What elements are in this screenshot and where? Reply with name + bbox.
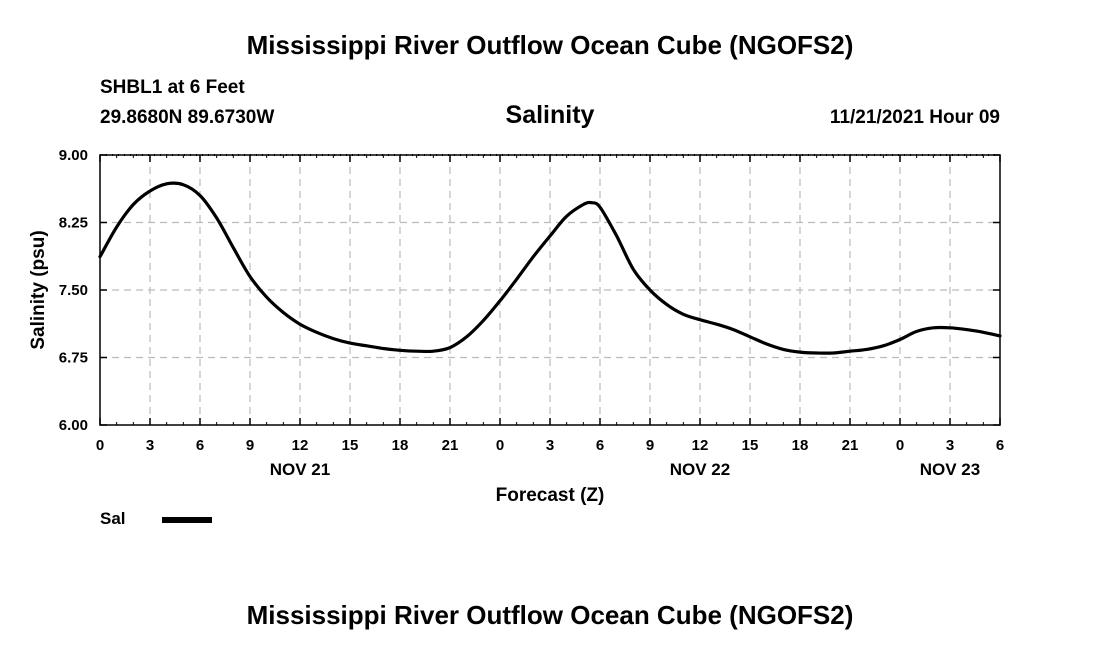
station-coordinates: 29.8680N 89.6730W — [100, 107, 275, 128]
x-tick-label: 15 — [342, 437, 359, 454]
salinity-series-line — [98, 181, 1002, 355]
y-tick-label: 8.25 — [59, 215, 88, 232]
y-axis-label: Salinity (psu) — [28, 230, 49, 349]
forecast-datetime: 11/21/2021 Hour 09 — [829, 107, 1000, 128]
x-tick-label: 12 — [292, 437, 309, 454]
x-tick-label: 21 — [842, 437, 859, 454]
x-tick-label: 18 — [392, 437, 409, 454]
x-tick-label: 0 — [896, 437, 904, 454]
x-tick-label: 3 — [146, 437, 154, 454]
footer-title: Mississippi River Outflow Ocean Cube (NG… — [246, 600, 854, 630]
y-tick-label: 6.00 — [59, 417, 88, 434]
x-tick-label: 0 — [96, 437, 104, 454]
x-tick-label: 9 — [246, 437, 254, 454]
y-tick-label: 9.00 — [59, 147, 88, 164]
x-axis-label: Forecast (Z) — [496, 485, 605, 506]
x-tick-label: 3 — [946, 437, 954, 454]
date-label: NOV 22 — [670, 460, 730, 479]
station-name: SHBL1 at 6 Feet — [100, 77, 245, 98]
x-tick-label: 3 — [546, 437, 554, 454]
y-tick-label: 6.75 — [59, 350, 88, 367]
legend-label: Sal — [100, 509, 126, 528]
x-tick-label: 21 — [442, 437, 459, 454]
y-tick-label: 7.50 — [59, 282, 88, 299]
x-tick-label: 12 — [692, 437, 709, 454]
x-tick-label: 18 — [792, 437, 809, 454]
legend-line-swatch — [162, 517, 212, 523]
chart-title: Salinity — [505, 101, 595, 129]
date-label: NOV 23 — [920, 460, 980, 479]
main-title: Mississippi River Outflow Ocean Cube (NG… — [246, 30, 854, 60]
x-tick-label: 6 — [596, 437, 604, 454]
x-tick-label: 0 — [496, 437, 504, 454]
date-label: NOV 21 — [270, 460, 330, 479]
x-tick-label: 9 — [646, 437, 654, 454]
x-tick-label: 6 — [196, 437, 204, 454]
x-tick-label: 15 — [742, 437, 759, 454]
x-tick-label: 6 — [996, 437, 1004, 454]
